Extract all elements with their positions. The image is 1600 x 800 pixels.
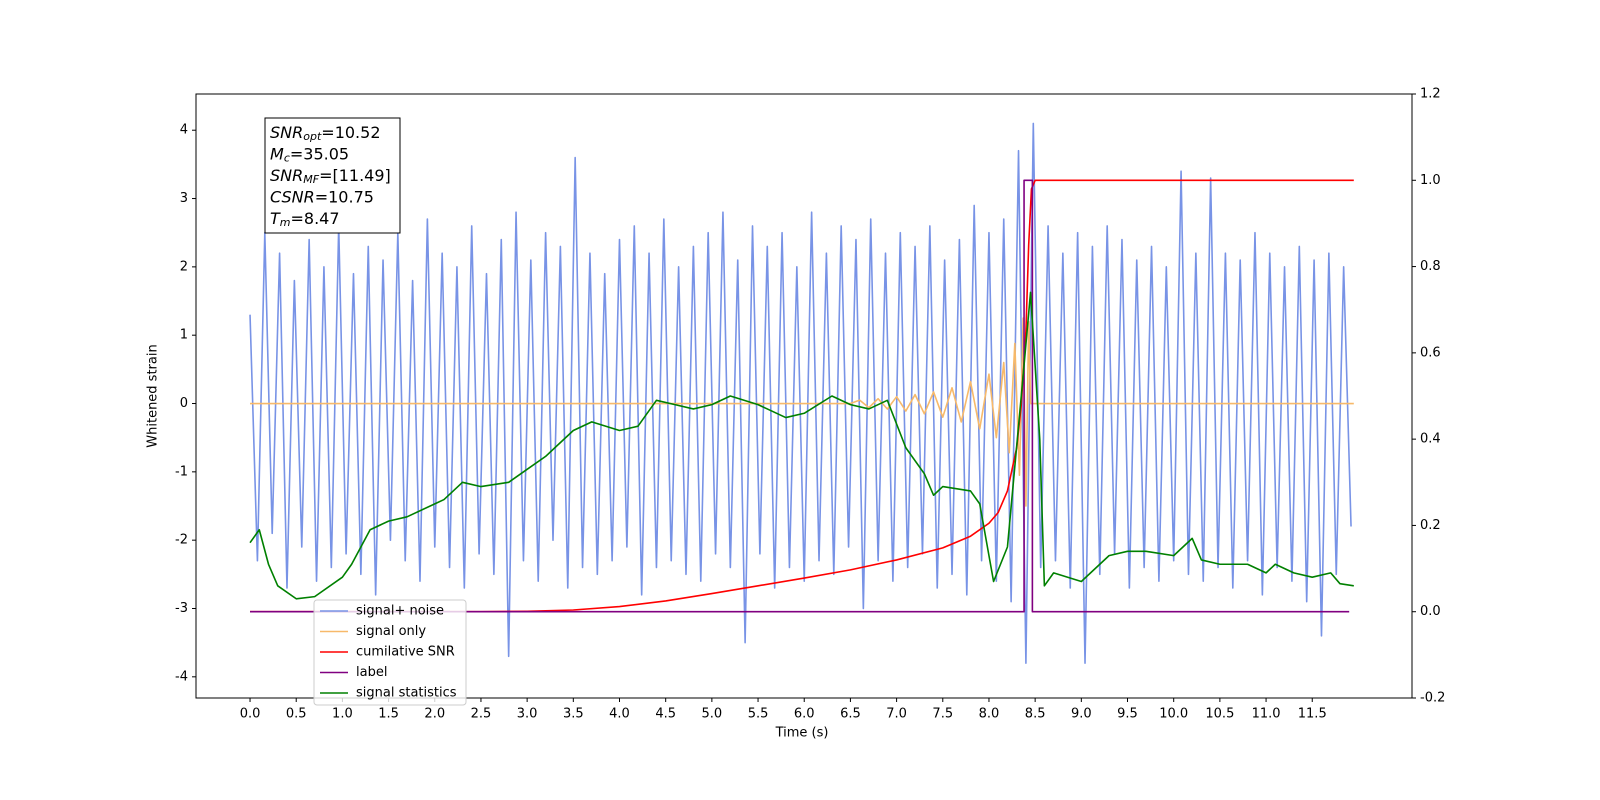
series-line [249,122,1352,664]
y2-tick-label: 1.0 [1420,173,1441,188]
annotation-value: =[11.49] [319,166,391,185]
x-tick-label: 2.0 [424,707,445,722]
x-tick-label: 3.0 [517,707,538,722]
series-line [250,179,1350,613]
x-tick-label: 8.0 [979,707,1000,722]
legend-label: signal only [356,624,426,639]
x-tick-label: 4.5 [655,707,676,722]
annotation-line: Mc=35.05 [270,144,349,165]
x-tick-label: 1.5 [378,707,399,722]
y-tick-label: 2 [180,259,188,274]
series-line [250,179,1354,613]
annotation-frame [264,117,401,234]
y2-tick-label: -0.2 [1420,691,1445,706]
x-axis-label: Time (s) [775,726,829,741]
legend: signal+ noise signal only cumilative SNR la… [313,599,467,706]
y-tick-label: 4 [180,123,188,138]
annotation-line: SNRopt=10.52 [270,123,381,144]
plot-frame [195,93,1413,699]
series-line [249,291,1354,600]
series-line [250,317,1354,507]
legend-label: signal statistics [356,686,457,701]
annotation-symbol: CSNR [270,187,315,206]
legend-label: cumilative SNR [356,645,455,660]
annotation-value: =35.05 [290,144,349,163]
x-tick-label: 9.5 [1117,707,1138,722]
annotation-value: =10.75 [315,187,374,206]
x-tick-label: 7.5 [932,707,953,722]
x-tick-label: 8.5 [1025,707,1046,722]
x-tick-label: 7.0 [886,707,907,722]
annotation-symbol: SNR [270,123,303,142]
y2-tick-label: 0.8 [1420,259,1441,274]
y2-tick-label: 0.0 [1420,604,1441,619]
y-tick-label: -3 [175,601,188,616]
x-tick-label: 11.5 [1298,707,1327,722]
y2-tick-label: 0.6 [1420,345,1441,360]
annotation-box: SNRopt=10.52Mc=35.05SNRMF=[11.49]CSNR=10… [264,117,401,234]
x-tick-label: 3.5 [563,707,584,722]
y-tick-label: -2 [175,533,188,548]
annotation-symbol: T [270,209,281,228]
x-tick-label: 5.0 [702,707,723,722]
y-tick-label: 0 [180,396,188,411]
annotation-symbol: SNR [270,166,303,185]
annotation-symbol: M [270,144,284,163]
x-tick-label: 6.0 [794,707,815,722]
x-tick-label: 6.5 [840,707,861,722]
annotation-value: =8.47 [291,209,340,228]
x-tick-label: 4.0 [609,707,630,722]
x-tick-label: 5.5 [748,707,769,722]
y2-tick-label: 1.2 [1420,87,1441,102]
y-tick-label: -1 [175,464,188,479]
x-tick-label: 11.0 [1252,707,1281,722]
legend-frame [313,599,467,706]
legend-label: label [356,665,387,680]
annotation-line: SNRMF=[11.49] [270,166,391,187]
y2-tick-label: 0.4 [1420,432,1441,447]
annotation-line: Tm=8.47 [270,209,340,230]
y-tick-label: 3 [180,191,188,206]
annotation-subscript: m [280,216,291,229]
annotation-line: CSNR=10.75 [270,187,374,206]
annotation-subscript: c [284,152,290,165]
x-tick-label: 0.0 [240,707,261,722]
x-tick-label: 1.0 [332,707,353,722]
annotation-subscript: MF [303,173,319,186]
annotation-subscript: opt [303,130,322,143]
y-tick-label: -4 [175,669,188,684]
y2-tick-label: 0.2 [1420,518,1441,533]
legend-label: signal+ noise [356,604,444,619]
x-tick-label: 0.5 [286,707,307,722]
x-tick-label: 10.0 [1159,707,1188,722]
y-axis-label: Whitened strain [146,344,161,447]
x-tick-label: 2.5 [471,707,492,722]
y-tick-label: 1 [180,328,188,343]
x-tick-label: 9.0 [1071,707,1092,722]
x-tick-label: 10.5 [1205,707,1234,722]
annotation-value: =10.52 [321,123,380,142]
